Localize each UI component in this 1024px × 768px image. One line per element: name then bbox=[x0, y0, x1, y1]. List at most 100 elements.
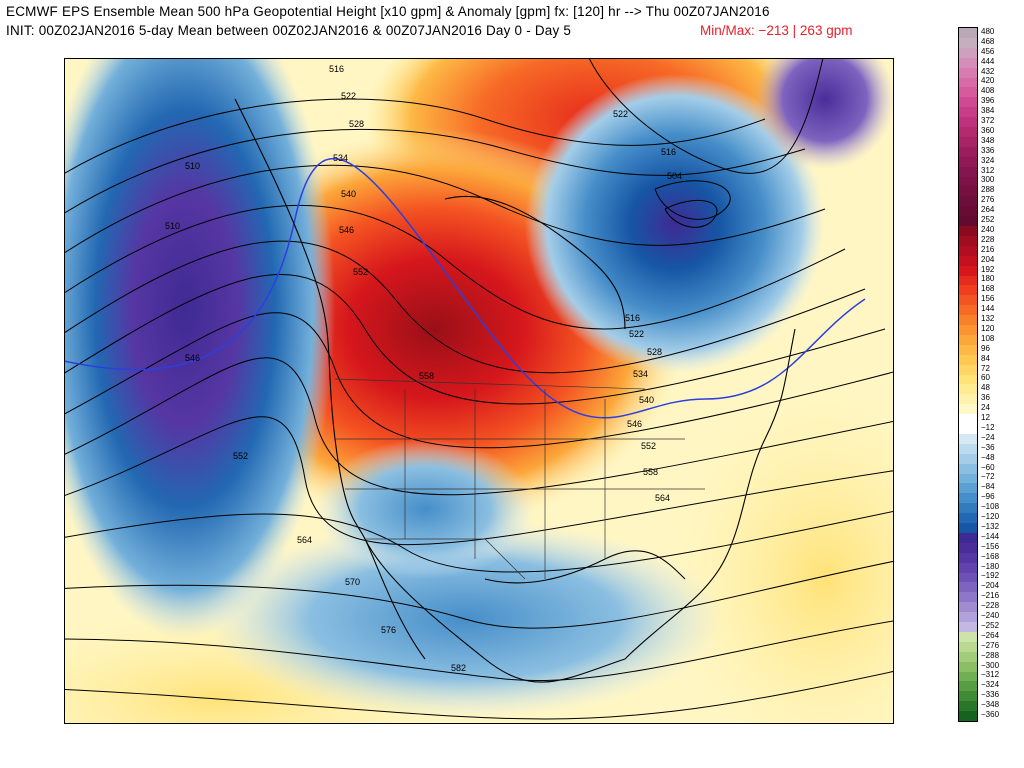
colorbar-cell bbox=[959, 156, 977, 168]
colorbar-tick-label: 288 bbox=[981, 185, 995, 195]
colorbar-cell bbox=[959, 523, 977, 534]
contour-label: 576 bbox=[381, 625, 396, 635]
contour-label: 546 bbox=[185, 353, 200, 363]
colorbar-tick-label: −12 bbox=[981, 422, 995, 432]
colorbar-cell bbox=[959, 146, 977, 158]
colorbar-tick-label: 444 bbox=[981, 56, 995, 66]
height-contours bbox=[65, 59, 893, 720]
colorbar-tick-label: −288 bbox=[981, 650, 1000, 660]
colorbar-tick-label: 60 bbox=[981, 373, 990, 383]
colorbar-tick-label: 348 bbox=[981, 135, 995, 145]
colorbar-tick-label: −252 bbox=[981, 620, 1000, 630]
colorbar-cell bbox=[959, 344, 977, 356]
contour-labels: 516 522 528 534 540 546 552 558 564 570 … bbox=[165, 64, 682, 673]
contour-label: 534 bbox=[333, 153, 348, 163]
colorbar-cell bbox=[959, 681, 977, 692]
colorbar-tick-label: −72 bbox=[981, 472, 995, 482]
colorbar-tick-label: 336 bbox=[981, 145, 995, 155]
coastlines bbox=[234, 98, 796, 683]
colorbar-cell bbox=[959, 285, 977, 296]
colorbar-cell bbox=[959, 651, 977, 663]
colorbar-tick-label: −300 bbox=[981, 660, 1000, 670]
hudson-bay-trough-anomaly bbox=[525, 74, 825, 374]
contour-line bbox=[65, 273, 886, 405]
colorbar-cell bbox=[959, 631, 977, 643]
colorbar-tick-label: −360 bbox=[981, 710, 1000, 720]
colorbar-tick-label: 84 bbox=[981, 353, 990, 363]
colorbar-tick-label: −204 bbox=[981, 581, 1000, 591]
contour-line bbox=[65, 164, 826, 254]
colorbar-tick-label: 480 bbox=[981, 26, 995, 36]
colorbar-tick-label: −120 bbox=[981, 512, 1000, 522]
colorbar-cell bbox=[959, 216, 977, 227]
colorbar-cell bbox=[959, 552, 977, 564]
colorbar-cell bbox=[959, 433, 977, 445]
colorbar-cell bbox=[959, 394, 977, 405]
colorbar-tick-label: 264 bbox=[981, 205, 995, 215]
colorbar-tick-label: −264 bbox=[981, 630, 1000, 640]
colorbar-tick-label: −180 bbox=[981, 561, 1000, 571]
colorbar-cell bbox=[959, 28, 977, 39]
colorbar-cell bbox=[959, 97, 977, 108]
colorbar-tick-label: 120 bbox=[981, 323, 995, 333]
contour-line bbox=[654, 180, 731, 220]
colorbar-cell bbox=[959, 473, 977, 484]
colorbar-tick-label: −48 bbox=[981, 452, 995, 462]
greenland-trough-anomaly bbox=[755, 59, 893, 169]
contour-line bbox=[65, 560, 893, 629]
colorbar-cell bbox=[959, 196, 977, 207]
contour-label: 558 bbox=[419, 371, 434, 381]
contour-label: 552 bbox=[233, 451, 248, 461]
colorbar-tick-label: −108 bbox=[981, 502, 1000, 512]
map-panel: 516 522 528 534 540 546 552 558 564 570 … bbox=[64, 58, 894, 724]
colorbar-tick-label: −312 bbox=[981, 670, 1000, 680]
reference-540-contour bbox=[65, 157, 866, 419]
state-borders bbox=[404, 389, 606, 579]
colorbar-cell bbox=[959, 265, 977, 276]
colorbar-cell bbox=[959, 572, 977, 583]
north-pacific-trough-anomaly bbox=[65, 59, 335, 639]
gulf-coastline bbox=[484, 550, 686, 584]
colorbar-tick-label: 48 bbox=[981, 383, 990, 393]
colorbar-cell bbox=[959, 493, 977, 504]
colorbar-tick-label: −324 bbox=[981, 680, 1000, 690]
borders bbox=[334, 378, 705, 580]
colorbar-tick-label: 420 bbox=[981, 76, 995, 86]
contour-line bbox=[65, 128, 806, 214]
contour-line bbox=[65, 98, 766, 174]
colorbar-tick-label: 228 bbox=[981, 234, 995, 244]
contour-line bbox=[589, 59, 824, 174]
colorbar-tick-label: 216 bbox=[981, 244, 995, 254]
colorbar-tick-label: 312 bbox=[981, 165, 995, 175]
colorbar-cell bbox=[959, 245, 977, 257]
colorbar-cell bbox=[959, 47, 977, 59]
atlantic-coastline bbox=[624, 328, 796, 660]
colorbar-tick-label: 96 bbox=[981, 343, 990, 353]
colorbar-cell bbox=[959, 334, 977, 346]
colorbar-cell bbox=[959, 483, 977, 494]
contour-line bbox=[65, 240, 866, 374]
colorbar-tick-label: −336 bbox=[981, 690, 1000, 700]
colorbar-tick-label: 240 bbox=[981, 224, 995, 234]
contour-label: 558 bbox=[643, 467, 658, 477]
contour-line bbox=[65, 357, 893, 496]
colorbar-tick-label: 36 bbox=[981, 393, 990, 403]
colorbar-tick-label: 468 bbox=[981, 36, 995, 46]
contour-label: 582 bbox=[451, 663, 466, 673]
colorbar-tick-label: 156 bbox=[981, 294, 995, 304]
hudson-coastline bbox=[444, 195, 626, 330]
colorbar-cell bbox=[959, 414, 977, 425]
colorbar-cell bbox=[959, 602, 977, 613]
colorbar-cell bbox=[959, 463, 977, 474]
contour-line bbox=[65, 312, 893, 449]
east-atlantic-positive-anomaly bbox=[665, 379, 893, 723]
colorbar-tick-label: −132 bbox=[981, 521, 1000, 531]
colorbar-cell bbox=[959, 176, 977, 187]
colorbar-cell bbox=[959, 315, 977, 326]
colorbar-cell bbox=[959, 127, 977, 138]
colorbar-tick-label: 204 bbox=[981, 254, 995, 264]
colorbar-tick-label: 24 bbox=[981, 403, 990, 413]
colorbar-cell bbox=[959, 206, 977, 217]
contour-label: 540 bbox=[639, 395, 654, 405]
colorbar-cell bbox=[959, 37, 977, 49]
